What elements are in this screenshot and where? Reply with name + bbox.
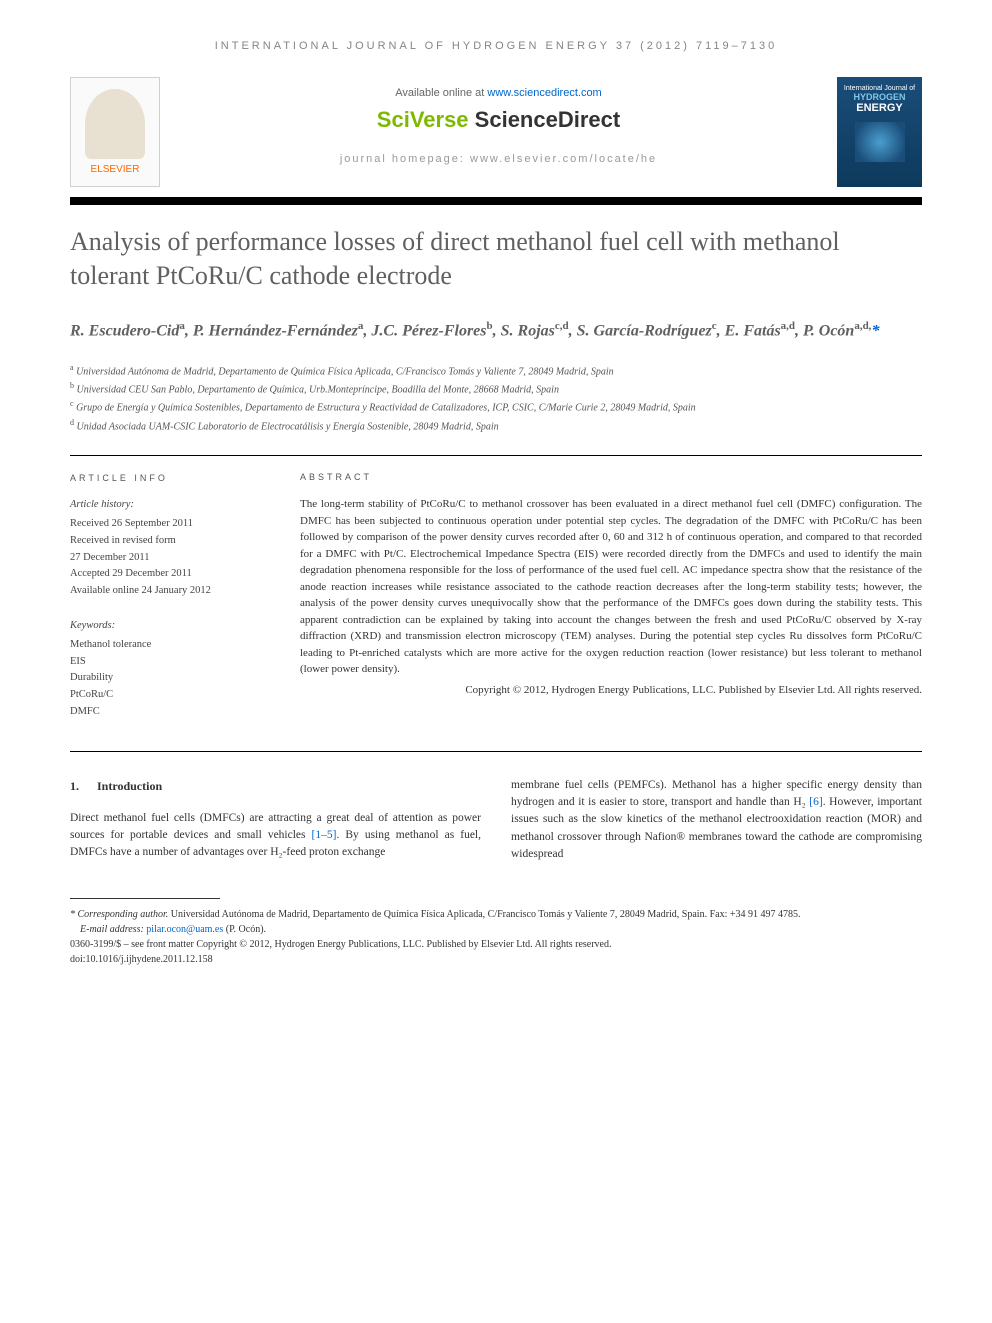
author-affil-sup: b xyxy=(487,320,493,332)
body-section: 1. Introduction Direct methanol fuel cel… xyxy=(70,777,922,863)
homepage-prefix: journal homepage: xyxy=(340,153,470,165)
abstract-label: ABSTRACT xyxy=(300,471,922,485)
intro-paragraph-2: membrane fuel cells (PEMFCs). Methanol h… xyxy=(511,777,922,863)
cover-line3: ENERGY xyxy=(856,102,902,114)
affiliation-line: d Unidad Asociada UAM-CSIC Laboratorio d… xyxy=(70,417,922,435)
author-affil-sup: a xyxy=(358,320,364,332)
section-number: 1. xyxy=(70,779,79,793)
info-section: ARTICLE INFO Article history: Received 2… xyxy=(70,471,922,721)
body-divider xyxy=(70,751,922,752)
author-name: P. Ocón xyxy=(803,322,854,339)
affiliation-line: a Universidad Autónoma de Madrid, Depart… xyxy=(70,362,922,380)
history-list: Received 26 September 2011Received in re… xyxy=(70,516,270,600)
keywords-list: Methanol toleranceEISDurabilityPtCoRu/CD… xyxy=(70,637,270,721)
available-prefix: Available online at xyxy=(395,87,487,99)
authors-list: R. Escudero-Cida, P. Hernández-Fernández… xyxy=(70,318,922,344)
sciverse-part2: ScienceDirect xyxy=(475,107,621,132)
author-name: P. Hernández-Fernández xyxy=(193,322,358,339)
issn-line: 0360-3199/$ – see front matter Copyright… xyxy=(70,937,922,952)
author-affil-sup: c,d xyxy=(555,320,569,332)
affiliation-line: b Universidad CEU San Pablo, Departament… xyxy=(70,380,922,398)
email-link[interactable]: pilar.ocon@uam.es xyxy=(146,924,223,935)
keyword-item: Methanol tolerance xyxy=(70,637,270,654)
abstract-text: The long-term stability of PtCoRu/C to m… xyxy=(300,496,922,678)
corr-label: * Corresponding author. xyxy=(70,909,168,920)
author-affil-sup: a,d xyxy=(781,320,795,332)
history-line: Received 26 September 2011 xyxy=(70,516,270,533)
doi-line: doi:10.1016/j.ijhydene.2011.12.158 xyxy=(70,952,922,967)
copyright-text: Copyright © 2012, Hydrogen Energy Public… xyxy=(300,682,922,699)
history-line: Available online 24 January 2012 xyxy=(70,583,270,600)
email-suffix: (P. Ocón). xyxy=(223,924,266,935)
keywords-label: Keywords: xyxy=(70,618,270,635)
author-name: R. Escudero-Cid xyxy=(70,322,179,339)
available-online-text: Available online at www.sciencedirect.co… xyxy=(175,87,822,99)
elsevier-tree-icon xyxy=(85,89,145,159)
top-banner: ELSEVIER Available online at www.science… xyxy=(70,77,922,187)
abstract-column: ABSTRACT The long-term stability of PtCo… xyxy=(300,471,922,721)
author-name: S. Rojas xyxy=(501,322,555,339)
journal-homepage: journal homepage: www.elsevier.com/locat… xyxy=(175,153,822,165)
body-column-right: membrane fuel cells (PEMFCs). Methanol h… xyxy=(511,777,922,863)
title-divider xyxy=(70,197,922,205)
sciverse-part1: SciVerse xyxy=(377,107,475,132)
email-line: E-mail address: pilar.ocon@uam.es (P. Oc… xyxy=(70,922,922,937)
sciencedirect-link[interactable]: www.sciencedirect.com xyxy=(487,87,601,99)
author-affil-sup: a xyxy=(179,320,185,332)
keyword-item: EIS xyxy=(70,654,270,671)
affiliations-list: a Universidad Autónoma de Madrid, Depart… xyxy=(70,362,922,435)
cover-image-icon xyxy=(855,122,905,162)
cover-line2: HYDROGEN xyxy=(853,92,905,102)
homepage-url[interactable]: www.elsevier.com/locate/he xyxy=(470,153,657,165)
article-title: Analysis of performance losses of direct… xyxy=(70,225,922,293)
section-1-heading: 1. Introduction xyxy=(70,777,481,795)
journal-header: INTERNATIONAL JOURNAL OF HYDROGEN ENERGY… xyxy=(70,40,922,52)
info-divider-top xyxy=(70,455,922,456)
history-line: Accepted 29 December 2011 xyxy=(70,566,270,583)
elsevier-logo: ELSEVIER xyxy=(70,77,160,187)
ref-link-1-5[interactable]: [1–5] xyxy=(312,829,337,841)
keyword-item: Durability xyxy=(70,670,270,687)
article-info-column: ARTICLE INFO Article history: Received 2… xyxy=(70,471,270,721)
keyword-item: DMFC xyxy=(70,704,270,721)
email-label: E-mail address: xyxy=(80,924,146,935)
author-affil-sup: c xyxy=(712,320,717,332)
banner-center: Available online at www.sciencedirect.co… xyxy=(175,77,822,165)
sciverse-logo: SciVerse ScienceDirect xyxy=(175,107,822,133)
journal-cover: International Journal of HYDROGEN ENERGY xyxy=(837,77,922,187)
ref-link-6[interactable]: [6] xyxy=(809,796,822,808)
author-name: S. García-Rodríguez xyxy=(577,322,712,339)
corresponding-author: * Corresponding author. Universidad Autó… xyxy=(70,907,922,922)
article-info-label: ARTICLE INFO xyxy=(70,471,270,485)
history-line: Received in revised form xyxy=(70,533,270,550)
author-affil-sup: a,d, xyxy=(854,320,871,332)
keywords-block: Keywords: Methanol toleranceEISDurabilit… xyxy=(70,618,270,721)
affiliation-line: c Grupo de Energía y Química Sostenibles… xyxy=(70,398,922,416)
keyword-item: PtCoRu/C xyxy=(70,687,270,704)
history-label: Article history: xyxy=(70,497,270,514)
section-title: Introduction xyxy=(97,779,162,793)
footer-block: * Corresponding author. Universidad Autó… xyxy=(70,907,922,967)
author-name: J.C. Pérez-Flores xyxy=(371,322,486,339)
author-name: E. Fatás xyxy=(725,322,781,339)
cover-line1: International Journal of xyxy=(844,85,915,92)
intro-paragraph-1: Direct methanol fuel cells (DMFCs) are a… xyxy=(70,810,481,862)
footer-divider xyxy=(70,898,220,899)
history-line: 27 December 2011 xyxy=(70,550,270,567)
body-column-left: 1. Introduction Direct methanol fuel cel… xyxy=(70,777,481,863)
corr-text: Universidad Autónoma de Madrid, Departam… xyxy=(168,909,800,920)
elsevier-text: ELSEVIER xyxy=(91,164,140,175)
